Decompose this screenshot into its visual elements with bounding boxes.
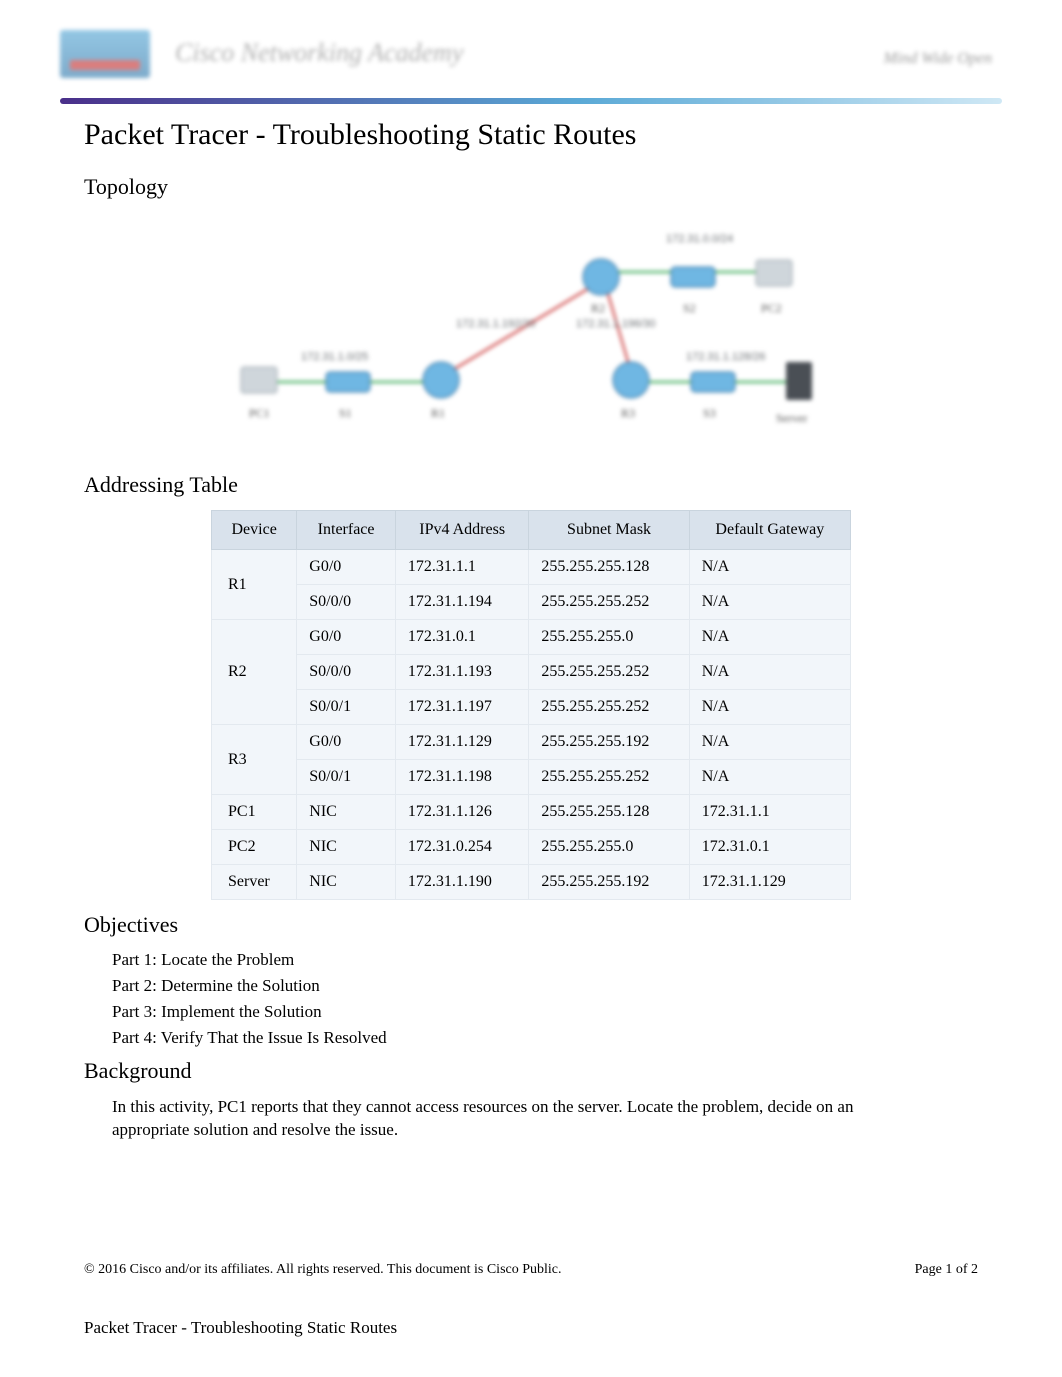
svg-text:R2: R2 <box>591 301 605 315</box>
table-row: R3G0/0172.31.1.129255.255.255.192N/A <box>212 725 851 760</box>
svg-text:S3: S3 <box>703 406 716 420</box>
cloud-label: 172.31.1.192/30 <box>456 318 536 330</box>
cell-device: R1 <box>212 550 297 620</box>
objectives-list: Part 1: Locate the Problem Part 2: Deter… <box>112 950 1002 1048</box>
cell-iface: NIC <box>297 865 396 900</box>
col-device: Device <box>212 511 297 550</box>
table-row: PC2NIC172.31.0.254255.255.255.0172.31.0.… <box>212 830 851 865</box>
svg-text:R1: R1 <box>431 406 445 420</box>
objective-part2: Part 2: Determine the Solution <box>112 976 1002 996</box>
col-gateway: Default Gateway <box>689 511 850 550</box>
cell-mask: 255.255.255.128 <box>529 550 689 585</box>
section-topology: Topology <box>84 174 1002 200</box>
cell-ip: 172.31.1.126 <box>395 795 529 830</box>
header-rule <box>60 98 1002 104</box>
col-mask: Subnet Mask <box>529 511 689 550</box>
cloud-label: 172.31.1.196/30 <box>576 318 656 330</box>
cell-device: R3 <box>212 725 297 795</box>
cloud-label: 172.31.0.0/24 <box>666 233 733 245</box>
cell-iface: G0/0 <box>297 725 396 760</box>
svg-text:PC2: PC2 <box>761 301 782 315</box>
cell-mask: 255.255.255.128 <box>529 795 689 830</box>
cell-ip: 172.31.1.198 <box>395 760 529 795</box>
background-paragraph: In this activity, PC1 reports that they … <box>112 1096 932 1142</box>
cell-gw: N/A <box>689 690 850 725</box>
header-bar: Cisco Networking Academy Mind Wide Open <box>60 30 1002 90</box>
cloud-label: 172.31.1.128/26 <box>686 351 766 363</box>
page-title: Packet Tracer - Troubleshooting Static R… <box>84 118 1002 152</box>
cell-mask: 255.255.255.0 <box>529 830 689 865</box>
cell-ip: 172.31.1.193 <box>395 655 529 690</box>
svg-text:R3: R3 <box>621 406 635 420</box>
objective-part4: Part 4: Verify That the Issue Is Resolve… <box>112 1028 1002 1048</box>
cell-gw: 172.31.1.1 <box>689 795 850 830</box>
cell-iface: NIC <box>297 795 396 830</box>
copyright-text: © 2016 Cisco and/or its affiliates. All … <box>84 1262 562 1278</box>
cell-gw: N/A <box>689 655 850 690</box>
cell-mask: 255.255.255.252 <box>529 655 689 690</box>
cell-iface: G0/0 <box>297 550 396 585</box>
cell-gw: N/A <box>689 585 850 620</box>
col-ip: IPv4 Address <box>395 511 529 550</box>
section-objectives: Objectives <box>84 912 1002 938</box>
cell-ip: 172.31.0.254 <box>395 830 529 865</box>
table-row: ServerNIC172.31.1.190255.255.255.192172.… <box>212 865 851 900</box>
objective-part3: Part 3: Implement the Solution <box>112 1002 1002 1022</box>
svg-text:S2: S2 <box>683 301 696 315</box>
cell-gw: N/A <box>689 760 850 795</box>
cisco-logo-icon <box>60 30 150 78</box>
cell-iface: S0/0/0 <box>297 585 396 620</box>
page-footer: © 2016 Cisco and/or its affiliates. All … <box>84 1262 978 1278</box>
header-tagline: Mind Wide Open <box>884 50 992 68</box>
cell-mask: 255.255.255.192 <box>529 865 689 900</box>
cell-device: R2 <box>212 620 297 725</box>
cell-mask: 255.255.255.252 <box>529 760 689 795</box>
cell-gw: 172.31.0.1 <box>689 830 850 865</box>
table-row: S0/0/1172.31.1.197255.255.255.252N/A <box>212 690 851 725</box>
cell-ip: 172.31.1.190 <box>395 865 529 900</box>
cell-ip: 172.31.1.194 <box>395 585 529 620</box>
table-row: S0/0/0172.31.1.194255.255.255.252N/A <box>212 585 851 620</box>
table-row: S0/0/0172.31.1.193255.255.255.252N/A <box>212 655 851 690</box>
cell-device: PC1 <box>212 795 297 830</box>
cell-ip: 172.31.1.1 <box>395 550 529 585</box>
col-interface: Interface <box>297 511 396 550</box>
cell-device: PC2 <box>212 830 297 865</box>
cell-iface: S0/0/1 <box>297 760 396 795</box>
brand-title: Cisco Networking Academy <box>175 38 463 68</box>
cell-mask: 255.255.255.0 <box>529 620 689 655</box>
cell-ip: 172.31.1.129 <box>395 725 529 760</box>
cell-gw: N/A <box>689 725 850 760</box>
svg-text:PC1: PC1 <box>249 406 270 420</box>
cell-gw: N/A <box>689 550 850 585</box>
svg-text:Server: Server <box>776 411 807 425</box>
cell-ip: 172.31.1.197 <box>395 690 529 725</box>
objective-part1: Part 1: Locate the Problem <box>112 950 1002 970</box>
table-row: R2G0/0172.31.0.1255.255.255.0N/A <box>212 620 851 655</box>
addressing-table: Device Interface IPv4 Address Subnet Mas… <box>211 510 851 900</box>
svg-text:S1: S1 <box>339 406 352 420</box>
cell-gw: N/A <box>689 620 850 655</box>
section-background: Background <box>84 1058 1002 1084</box>
table-header-row: Device Interface IPv4 Address Subnet Mas… <box>212 511 851 550</box>
cell-mask: 255.255.255.252 <box>529 585 689 620</box>
running-title: Packet Tracer - Troubleshooting Static R… <box>84 1318 1002 1338</box>
page-number: Page 1 of 2 <box>915 1262 978 1278</box>
table-row: S0/0/1172.31.1.198255.255.255.252N/A <box>212 760 851 795</box>
cell-iface: G0/0 <box>297 620 396 655</box>
cell-gw: 172.31.1.129 <box>689 865 850 900</box>
cell-ip: 172.31.0.1 <box>395 620 529 655</box>
section-addressing: Addressing Table <box>84 472 1002 498</box>
cell-mask: 255.255.255.252 <box>529 690 689 725</box>
cloud-label: 172.31.1.0/25 <box>301 351 368 363</box>
cell-iface: S0/0/1 <box>297 690 396 725</box>
table-row: R1G0/0172.31.1.1255.255.255.128N/A <box>212 550 851 585</box>
cell-iface: S0/0/0 <box>297 655 396 690</box>
cell-device: Server <box>212 865 297 900</box>
cell-mask: 255.255.255.192 <box>529 725 689 760</box>
cell-iface: NIC <box>297 830 396 865</box>
table-row: PC1NIC172.31.1.126255.255.255.128172.31.… <box>212 795 851 830</box>
topology-diagram: 172.31.1.0/25 172.31.1.128/26 172.31.0.0… <box>60 212 1002 452</box>
